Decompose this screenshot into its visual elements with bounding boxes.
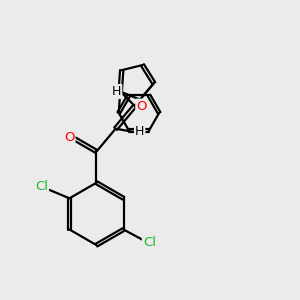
Text: H: H: [135, 125, 144, 138]
Text: H: H: [112, 85, 121, 98]
Text: O: O: [136, 100, 147, 112]
Text: Cl: Cl: [143, 236, 156, 249]
Text: O: O: [64, 131, 74, 144]
Text: Cl: Cl: [35, 180, 48, 193]
